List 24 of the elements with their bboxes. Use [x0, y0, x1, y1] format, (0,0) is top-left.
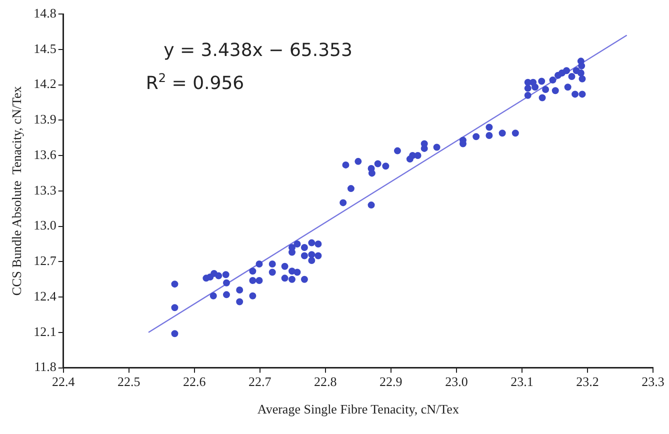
x-tick-label: 22.7 [248, 374, 272, 390]
x-tick-label: 22.5 [117, 374, 140, 390]
x-tick-label: 22.6 [183, 374, 206, 390]
y-tick-label: 12.7 [34, 253, 57, 268]
x-axis-title: Average Single Fibre Tenacity, cN/Tex [257, 402, 460, 417]
y-tick-label: 11.8 [34, 359, 56, 374]
x-tick-label: 23.1 [510, 374, 534, 390]
x-tick-label: 23.2 [576, 374, 599, 390]
x-tick-label: 23.0 [445, 374, 468, 390]
y-tick-label: 14.2 [34, 76, 56, 92]
y-tick-label: 13.0 [34, 218, 56, 233]
annotation: y = 3.438x − 65.353 [164, 40, 352, 61]
y-tick-label: 12.4 [34, 288, 57, 304]
x-tick-label: 22.8 [314, 374, 337, 390]
x-tick-label: 22.4 [52, 374, 76, 390]
y-tick-label: 13.9 [34, 112, 56, 127]
x-tick-label: 22.9 [380, 374, 402, 390]
y-axis-title: CCS Bundle Absolute Tenacity, cN/Tex [9, 86, 24, 296]
y-tick-label: 13.3 [34, 182, 56, 198]
y-tick-label: 14.8 [34, 5, 56, 20]
y-tick-label: 13.6 [34, 146, 57, 162]
x-tick-label: 23.3 [642, 374, 664, 390]
y-tick-label: 14.5 [34, 40, 56, 56]
y-tick-label: 12.1 [34, 324, 56, 339]
